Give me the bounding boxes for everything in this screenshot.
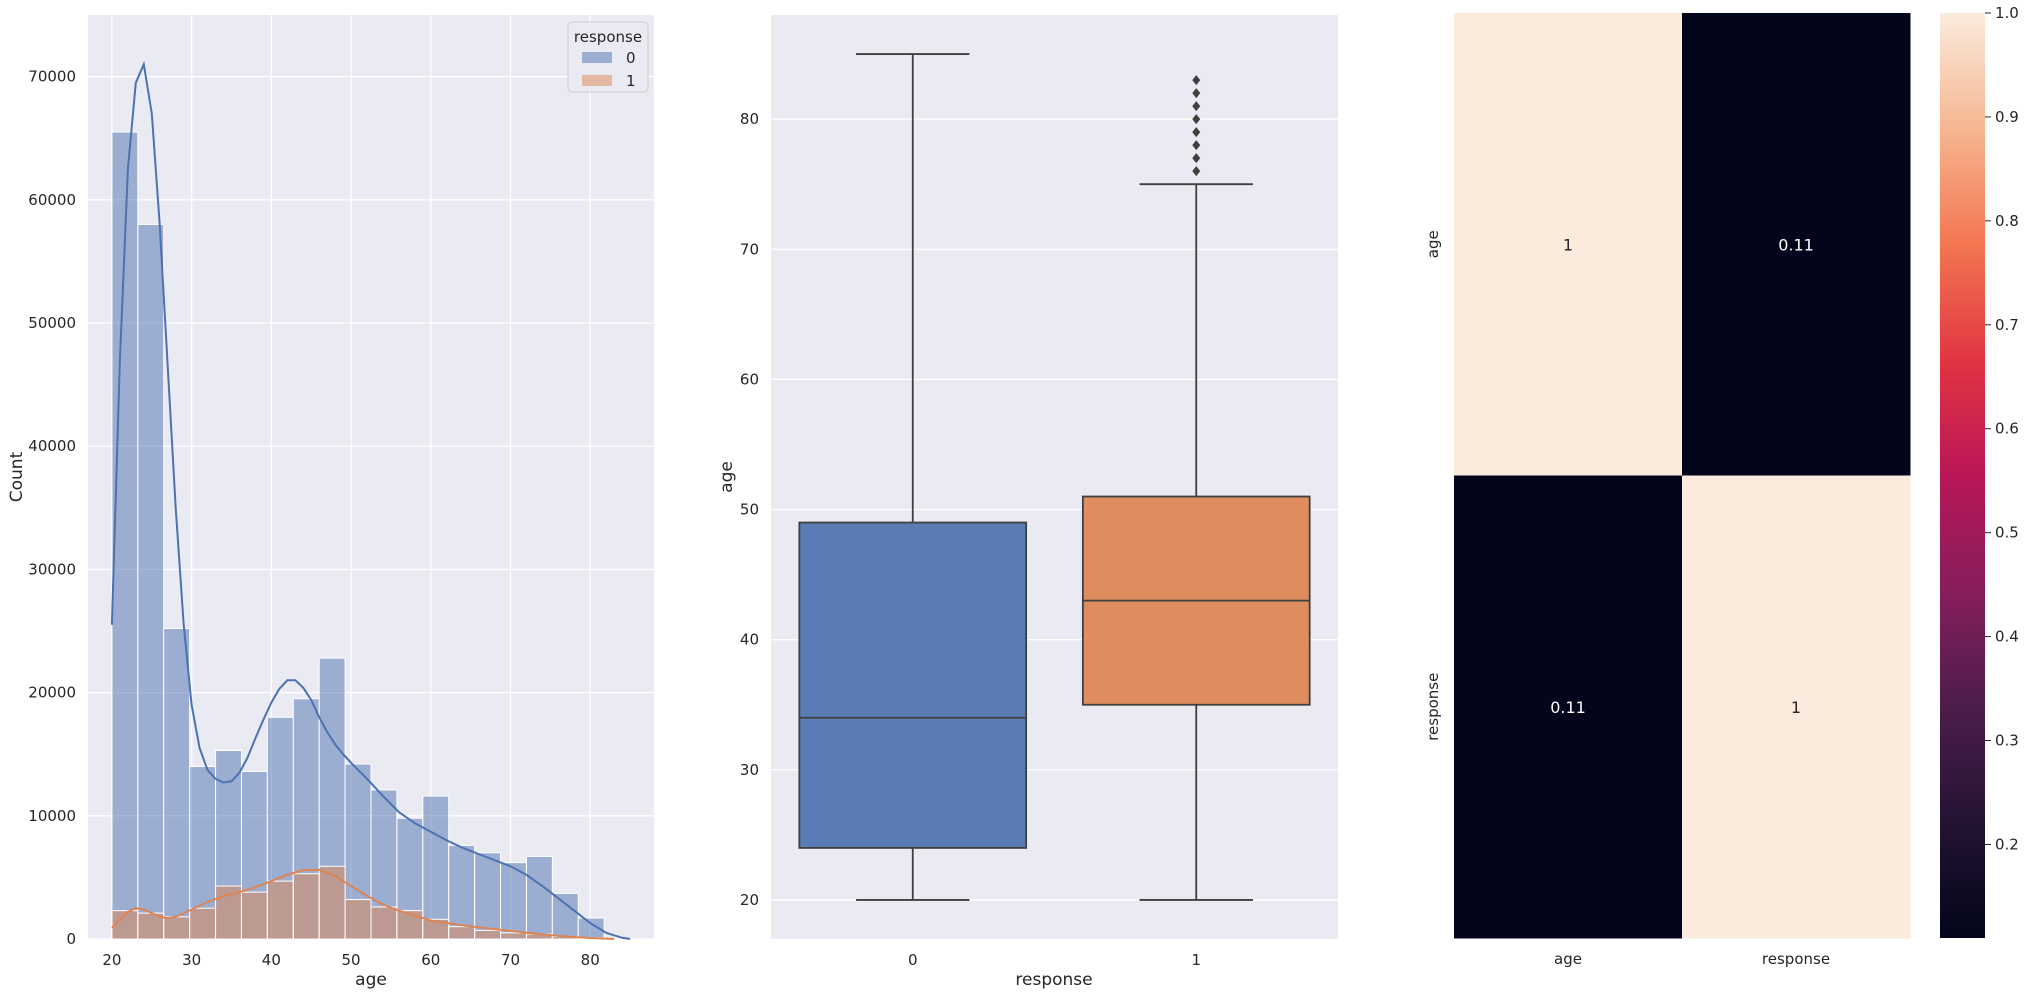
legend-swatch-1	[582, 75, 612, 86]
outlier-marker	[1192, 75, 1201, 86]
boxplot-panel: 20 30 40 50 60 70 80 0 1 response age	[717, 15, 1338, 990]
colorbar-tick-label: 0.2	[1995, 835, 2019, 853]
histogram-x-axis-label: age	[355, 970, 387, 990]
x-tick-label: 60	[421, 951, 440, 969]
histogram-bar-response-1	[396, 910, 424, 940]
heatmap-cell-annotation: 1	[1563, 235, 1573, 254]
outlier-marker	[1192, 153, 1201, 164]
histogram-bar-response-1	[163, 916, 191, 940]
boxplot-x-axis-label: response	[1015, 970, 1092, 990]
box-response-0	[798, 521, 1028, 849]
outlier-marker	[1192, 127, 1201, 138]
histogram-bar-response-1	[344, 899, 372, 940]
heatmap-x-tick-label: response	[1762, 950, 1830, 968]
heatmap-y-tick-label: age	[1424, 230, 1442, 258]
heatmap-x-tick-label: age	[1554, 950, 1582, 968]
heatmap-cell-annotation: 1	[1791, 698, 1801, 717]
histogram-bar-response-1	[448, 926, 476, 940]
histogram-bar-response-0	[422, 795, 450, 940]
y-tick-label: 10000	[28, 807, 76, 825]
y-tick-label: 0	[66, 930, 76, 948]
colorbar-tick-label: 0.8	[1995, 212, 2019, 230]
heatmap-cell	[1682, 13, 1911, 476]
kde-line-response-1	[111, 869, 615, 940]
x-tick-label: 50	[342, 951, 361, 969]
kde-line-response-0	[110, 60, 631, 940]
y-tick-label: 60000	[28, 191, 76, 209]
histogram-bar-response-0	[551, 892, 579, 940]
y-tick-label: 80	[740, 110, 759, 128]
colorbar-tick-label: 0.4	[1995, 628, 2019, 646]
y-tick-label: 20	[740, 891, 759, 909]
y-tick-label: 50000	[28, 314, 76, 332]
x-tick-label: 40	[262, 951, 281, 969]
x-tick-label: 80	[581, 951, 600, 969]
heatmap-labels: 1 0.11 0.11 1 age response age response	[1424, 230, 1830, 968]
y-tick-label: 30000	[28, 560, 76, 578]
histogram-bar-response-0	[525, 855, 553, 940]
y-tick-label: 20000	[28, 684, 76, 702]
x-tick-label: 20	[102, 951, 121, 969]
boxplot-boxes	[798, 53, 1311, 901]
y-tick-label: 60	[740, 370, 759, 388]
legend-entry-0: 0	[626, 49, 636, 67]
boxplot-ticks: 20 30 40 50 60 70 80 0 1	[740, 110, 1201, 969]
histogram-bar-response-1	[137, 912, 165, 940]
y-tick-label: 40000	[28, 437, 76, 455]
histogram-bar-response-0	[474, 852, 502, 940]
colorbar-tick-label: 0.9	[1995, 108, 2019, 126]
colorbar-ticks: 0.2 0.3 0.4 0.5 0.6 0.7 0.8 0.9 1.0	[1985, 4, 2019, 853]
x-tick-label: 0	[908, 951, 918, 969]
y-tick-label: 50	[740, 501, 759, 519]
outlier-marker	[1192, 166, 1201, 177]
histogram-bar-response-1	[370, 906, 398, 940]
histogram-bar-response-0	[500, 862, 527, 940]
heatmap-cell	[1454, 475, 1683, 939]
outlier-marker	[1192, 140, 1201, 151]
heatmap-cell-annotation: 0.11	[1550, 698, 1586, 717]
histogram-bar-response-0	[137, 223, 165, 940]
heatmap-cell	[1454, 13, 1683, 476]
x-tick-label: 70	[501, 951, 520, 969]
histogram-bar-response-1	[500, 932, 527, 940]
outlier-marker	[1192, 88, 1201, 99]
colorbar-tick-label: 1.0	[1995, 4, 2019, 22]
histogram-bar-response-0	[163, 628, 191, 940]
heatmap-colorbar	[1940, 13, 1985, 938]
x-tick-label: 1	[1191, 951, 1201, 969]
heatmap-cells	[1454, 13, 1911, 939]
heatmap-y-tick-label: response	[1424, 673, 1442, 741]
colorbar-tick-label: 0.7	[1995, 316, 2019, 334]
histogram-ticks: 20 30 40 50 60 70 80 0 10000 20000 30000 40000 50000…	[28, 68, 599, 969]
outlier-marker	[1192, 101, 1201, 112]
heatmap-cell-annotation: 0.11	[1778, 235, 1814, 254]
histogram-bar-response-1	[240, 891, 268, 940]
colorbar-tick-label: 0.6	[1995, 420, 2019, 438]
legend-title: response	[574, 28, 642, 46]
y-tick-label: 70000	[28, 68, 76, 86]
histogram-kde-lines	[110, 60, 631, 940]
histogram-bar-response-1	[318, 865, 346, 940]
x-tick-label: 30	[182, 951, 201, 969]
histogram-bar-response-1	[266, 880, 294, 940]
colorbar-tick-label: 0.5	[1995, 524, 2019, 542]
histogram-bar-response-1	[292, 873, 320, 940]
histogram-panel: 20 30 40 50 60 70 80 0 10000 20000 30000 40000 50000…	[7, 15, 654, 990]
heatmap-cell	[1682, 475, 1911, 939]
colorbar-tick-label: 0.3	[1995, 732, 2019, 750]
histogram-legend: response 0 1	[567, 21, 649, 93]
y-tick-label: 40	[740, 631, 759, 649]
histogram-bar-response-1	[189, 907, 217, 940]
legend-swatch-0	[582, 52, 612, 63]
histogram-y-axis-label: Count	[7, 451, 27, 502]
y-tick-label: 70	[740, 240, 759, 258]
y-tick-label: 30	[740, 761, 759, 779]
boxplot-y-axis-label: age	[717, 461, 737, 493]
histogram-bar-response-1	[474, 929, 502, 940]
legend-entry-1: 1	[626, 72, 636, 90]
outlier-marker	[1192, 114, 1201, 125]
histogram-bars	[111, 131, 605, 940]
